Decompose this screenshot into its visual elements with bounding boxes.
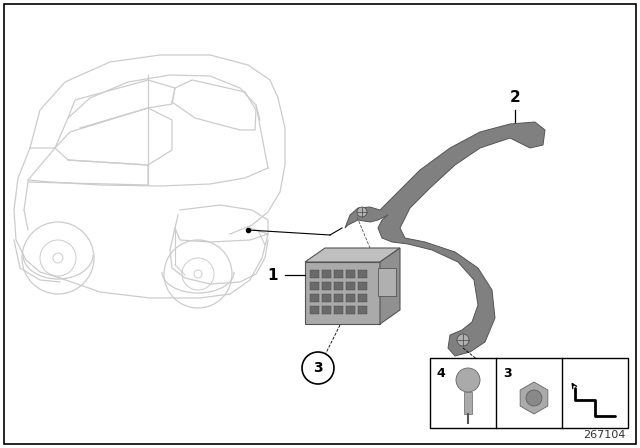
Bar [334,294,343,302]
Bar [358,282,367,290]
Bar [305,262,380,324]
Polygon shape [345,122,545,356]
Bar [310,270,319,278]
Polygon shape [305,248,400,262]
Bar [310,282,319,290]
Text: 2: 2 [509,90,520,105]
Circle shape [486,362,518,394]
Bar [334,282,343,290]
Circle shape [302,352,334,384]
Bar [358,306,367,314]
Text: 3: 3 [502,366,511,379]
Bar [464,392,472,414]
Text: 1: 1 [268,267,278,283]
Text: 4: 4 [436,366,445,379]
Bar [322,270,331,278]
Circle shape [456,368,480,392]
Bar [334,270,343,278]
Bar [346,306,355,314]
Bar [358,294,367,302]
Polygon shape [380,248,400,324]
Text: 3: 3 [313,361,323,375]
Bar [346,282,355,290]
Text: 267104: 267104 [584,430,626,440]
Bar [334,306,343,314]
Polygon shape [520,382,548,414]
Bar [322,282,331,290]
Bar [346,270,355,278]
Bar [430,358,628,428]
Bar [346,294,355,302]
Bar [310,306,319,314]
Bar [322,306,331,314]
Circle shape [457,334,469,346]
Bar [310,294,319,302]
Text: 4: 4 [497,371,507,385]
Circle shape [526,390,542,406]
Circle shape [357,207,367,217]
Bar [378,268,396,296]
Bar [358,270,367,278]
Bar [322,294,331,302]
